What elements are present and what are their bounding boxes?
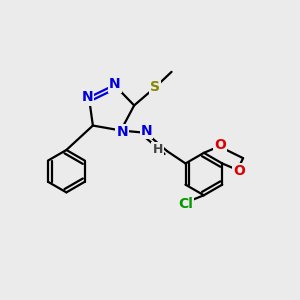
Text: Cl: Cl (178, 197, 193, 211)
Text: N: N (82, 90, 93, 104)
Text: N: N (116, 125, 128, 139)
Text: N: N (141, 124, 152, 138)
Text: N: N (109, 77, 121, 92)
Text: O: O (233, 164, 245, 178)
Text: O: O (214, 138, 226, 152)
Text: H: H (152, 143, 163, 156)
Text: S: S (150, 80, 161, 94)
